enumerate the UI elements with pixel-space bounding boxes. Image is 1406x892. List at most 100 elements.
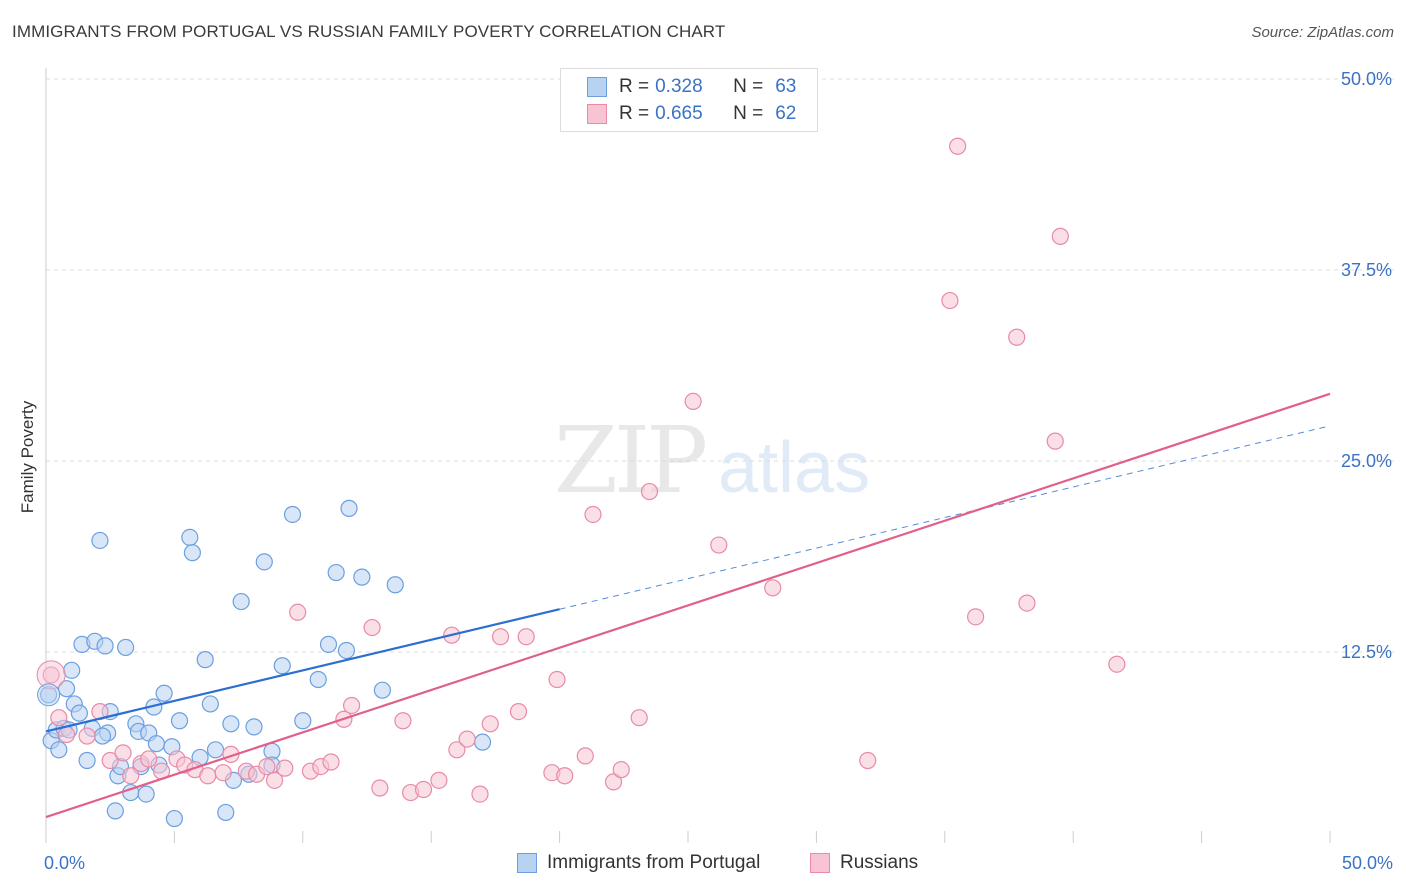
- legend-n-label: N =: [733, 103, 764, 124]
- y-tick-label: 50.0%: [1341, 69, 1392, 89]
- point-russians: [471, 785, 489, 803]
- point-russians: [612, 761, 630, 779]
- point-russians: [1046, 432, 1064, 450]
- y-tick-label: 12.5%: [1341, 642, 1392, 662]
- legend-r-label: R =: [619, 76, 650, 97]
- legend-n-value: 63: [775, 76, 797, 97]
- series-name-portugal: Immigrants from Portugal: [547, 852, 761, 873]
- point-russians: [949, 137, 967, 155]
- legend-row-portugal: R = 0.328 N = 63: [587, 75, 796, 99]
- point-russians: [630, 709, 648, 727]
- point-russians: [509, 702, 528, 721]
- chart-title: IMMIGRANTS FROM PORTUGAL VS RUSSIAN FAMI…: [12, 22, 726, 41]
- point-russians: [859, 751, 877, 770]
- point-russians: [458, 730, 476, 748]
- data-points: [36, 137, 1126, 828]
- point-russians: [1051, 227, 1069, 245]
- point-portugal: [50, 741, 68, 759]
- y-tick-label: 25.0%: [1341, 451, 1392, 471]
- x-tick-label-max: 50.0%: [1342, 853, 1393, 873]
- point-russians: [101, 751, 119, 770]
- point-russians: [394, 712, 412, 730]
- point-portugal: [147, 735, 166, 753]
- point-russians: [684, 392, 702, 411]
- trend-lines: [45, 392, 1331, 819]
- watermark-zip: ZIP: [554, 407, 705, 514]
- point-russians: [289, 603, 307, 621]
- correlation-legend: R = 0.328 N = 63 R = 0.665 N = 62: [560, 68, 818, 132]
- point-russians: [491, 628, 510, 646]
- series-legend-portugal[interactable]: Immigrants from Portugal: [517, 852, 760, 874]
- point-russians: [556, 767, 574, 785]
- series-legend-russians[interactable]: Russians: [810, 852, 918, 874]
- point-portugal: [245, 718, 263, 736]
- trend-line-russians: [45, 392, 1331, 819]
- legend-r-label: R =: [619, 103, 650, 124]
- point-portugal: [294, 712, 312, 730]
- series-swatch-blue: [517, 853, 537, 873]
- point-russians: [276, 759, 294, 777]
- point-russians: [363, 618, 381, 637]
- point-portugal: [106, 802, 124, 820]
- point-portugal: [373, 681, 392, 699]
- y-axis-label: Family Poverty: [18, 400, 37, 513]
- point-portugal: [196, 651, 214, 669]
- point-russians: [1008, 328, 1026, 346]
- point-russians: [584, 505, 602, 524]
- point-portugal: [340, 499, 358, 517]
- point-portugal: [70, 704, 88, 722]
- legend-swatch-blue: [587, 77, 607, 97]
- point-russians: [640, 482, 659, 501]
- point-russians: [430, 771, 448, 789]
- point-russians: [322, 753, 340, 771]
- point-portugal: [337, 641, 356, 660]
- point-russians: [1108, 655, 1126, 673]
- point-russians: [371, 779, 389, 797]
- point-portugal: [137, 785, 155, 803]
- point-russians: [50, 709, 68, 727]
- point-portugal: [165, 809, 183, 828]
- point-portugal: [93, 727, 112, 745]
- point-portugal: [353, 568, 371, 586]
- point-russians: [265, 771, 284, 789]
- x-tick-label-min: 0.0%: [44, 853, 85, 873]
- point-portugal: [222, 715, 240, 733]
- point-portugal: [117, 638, 135, 657]
- trend-line-portugal: [45, 608, 560, 733]
- point-russians: [448, 741, 466, 759]
- point-portugal: [273, 657, 291, 675]
- point-portugal: [63, 661, 81, 679]
- series-swatch-pink: [810, 853, 830, 873]
- point-portugal: [201, 695, 219, 713]
- point-portugal: [170, 712, 189, 730]
- point-portugal: [96, 637, 114, 655]
- point-russians: [576, 747, 594, 765]
- point-russians: [941, 291, 959, 310]
- point-russians: [548, 670, 566, 689]
- point-russians: [604, 773, 623, 791]
- point-portugal: [217, 803, 235, 822]
- legend-n-value: 62: [775, 103, 797, 124]
- tick-labels: 12.5% 25.0% 37.5% 50.0% 0.0% 50.0%: [44, 69, 1393, 873]
- point-russians: [78, 727, 96, 745]
- point-russians: [967, 608, 985, 626]
- axes: [45, 68, 1331, 843]
- point-russians: [481, 715, 499, 733]
- point-portugal: [78, 751, 96, 770]
- watermark-atlas: atlas: [718, 428, 870, 508]
- point-portugal: [473, 733, 492, 751]
- point-portugal: [57, 680, 76, 698]
- point-russians: [414, 780, 433, 799]
- point-portugal: [319, 635, 338, 653]
- legend-r-value: 0.328: [655, 76, 703, 97]
- point-russians: [114, 744, 132, 762]
- y-tick-label: 37.5%: [1341, 260, 1392, 280]
- source-credit: Source: ZipAtlas.com: [1251, 24, 1394, 41]
- point-russians: [140, 750, 158, 768]
- point-portugal: [386, 576, 404, 594]
- point-portugal: [91, 531, 109, 550]
- legend-swatch-pink: [587, 104, 607, 124]
- watermark: ZIP atlas: [554, 407, 870, 514]
- point-portugal: [327, 563, 345, 582]
- point-portugal: [232, 592, 250, 611]
